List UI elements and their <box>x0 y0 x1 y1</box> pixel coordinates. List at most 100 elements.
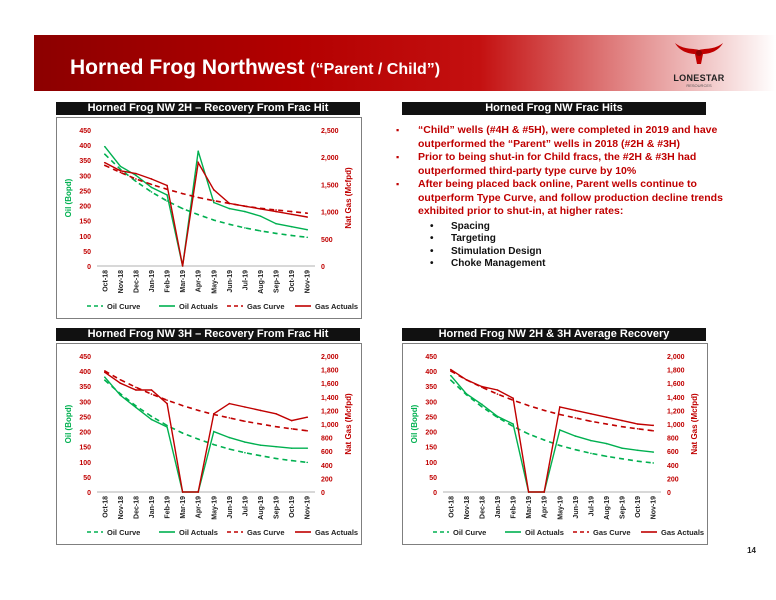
oil-actuals-point <box>103 376 106 378</box>
oil-curve-point <box>636 460 639 462</box>
oil-actuals-point <box>290 447 293 449</box>
x-tick-label: Jan-19 <box>149 270 156 292</box>
y2-tick-label: 1,000 <box>321 422 339 429</box>
x-tick-label: Jun-19 <box>227 496 234 519</box>
sub-bullet-item: • Stimulation Design <box>430 245 542 257</box>
oil-curve-point <box>166 200 168 202</box>
chart1-header: Horned Frog NW 2H – Recovery From Frac H… <box>56 102 360 115</box>
x-tick-label: Nov-18 <box>118 270 125 293</box>
gas-actuals-point <box>290 419 293 422</box>
sub-bullet-list: • Spacing • Targeting • Stimulation Design … <box>425 221 723 271</box>
gas-actuals-point <box>166 184 168 187</box>
square-bullet-icon: ▪ <box>396 179 400 189</box>
y2-tick-label: 2,000 <box>667 354 685 361</box>
gas-curve-point <box>558 413 561 416</box>
x-tick-label: Oct-19 <box>635 496 642 518</box>
gas-curve-point <box>135 178 137 180</box>
gas-curve-point <box>574 417 577 419</box>
oil-actuals-point <box>244 210 246 213</box>
gas-actuals-point <box>481 385 483 388</box>
oil-actuals-point <box>228 207 231 210</box>
x-tick-label: May-19 <box>211 270 218 294</box>
oil-actuals-point <box>166 426 168 428</box>
gas-curve-point <box>228 417 231 419</box>
y-tick-label: 450 <box>425 354 437 361</box>
x-tick-label: Nov-19 <box>305 270 312 293</box>
oil-actuals-point <box>103 145 106 148</box>
y-axis-label: Oil (Bopd) <box>64 178 73 217</box>
gas-curve-point <box>605 423 608 425</box>
gas-actuals-point <box>119 382 122 384</box>
square-bullet-icon: ▪ <box>396 152 400 162</box>
y2-tick-label: 1,200 <box>321 408 339 415</box>
oil-actuals-point <box>449 374 452 377</box>
legend-label: Oil Actuals <box>179 528 218 537</box>
oil-curve-point <box>290 459 293 462</box>
oil-curve-point <box>212 443 215 446</box>
gas-actuals-point <box>449 368 452 371</box>
legend-label: Oil Actuals <box>179 302 218 311</box>
dot-bullet-icon: • <box>430 233 434 244</box>
x-tick-label: Aug-19 <box>258 270 265 294</box>
oil-curve-point <box>527 433 530 435</box>
gas-curve-point <box>306 212 309 215</box>
chart3-header: Horned Frog NW 2H & 3H Average Recovery <box>402 328 706 341</box>
gas-actuals-point <box>306 216 309 218</box>
x-tick-label: May-19 <box>557 496 564 520</box>
y2-tick-label: 0 <box>321 264 325 271</box>
y2-tick-label: 1,500 <box>321 182 339 189</box>
oil-actuals-point <box>119 394 122 397</box>
logo-wordmark: LONESTAR <box>673 73 725 83</box>
oil-curve-point <box>275 457 277 460</box>
gas-actuals-point <box>259 409 262 412</box>
x-tick-label: May-19 <box>211 496 218 520</box>
sub-bullet-item: • Choke Management <box>430 258 546 269</box>
oil-curve-point <box>259 230 262 232</box>
y2-tick-label: 1,400 <box>321 395 339 402</box>
gas-curve-point <box>275 209 277 211</box>
oil-actuals-point <box>574 435 577 437</box>
legend-label: Oil Actuals <box>525 528 564 537</box>
y2-tick-label: 2,500 <box>321 128 339 135</box>
gas-actuals-point <box>574 409 577 412</box>
y-axis-label: Oil (Bopd) <box>410 404 419 443</box>
gas-actuals-point <box>197 491 200 493</box>
oil-actuals-point <box>621 447 623 449</box>
oil-curve-point <box>574 448 577 451</box>
oil-actuals-point <box>496 415 499 418</box>
oil-curve-point <box>621 457 623 460</box>
bullet-item: ▪ “Child” wells (#4H & #5H), were complet… <box>396 124 718 150</box>
page-title-main: Horned Frog Northwest <box>70 56 305 79</box>
gas-actuals-point <box>150 178 153 180</box>
chart2-header: Horned Frog NW 3H – Recovery From Frac H… <box>56 328 360 341</box>
y-tick-label: 50 <box>429 475 437 482</box>
y-tick-label: 0 <box>87 490 91 497</box>
oil-actuals-line <box>450 375 654 493</box>
oil-curve-point <box>652 462 655 464</box>
y-tick-label: 400 <box>79 143 91 150</box>
oil-curve-point <box>181 207 184 210</box>
legend-label: Gas Curve <box>247 302 285 311</box>
oil-actuals-point <box>212 201 215 204</box>
x-tick-label: Dec-18 <box>479 496 486 519</box>
gas-curve-point <box>290 210 293 213</box>
y-tick-label: 150 <box>425 445 437 452</box>
legend-label: Gas Curve <box>593 528 631 537</box>
y2-tick-label: 1,600 <box>321 381 339 388</box>
y-tick-label: 250 <box>425 414 437 421</box>
x-tick-label: Nov-18 <box>464 496 471 519</box>
gas-actuals-point <box>306 416 309 418</box>
oil-actuals-point <box>212 430 215 433</box>
square-bullet-icon: ▪ <box>396 125 400 135</box>
y2-axis-label: Nat Gas (Mcfpd) <box>344 167 353 229</box>
legend-label: Gas Curve <box>247 528 285 537</box>
y2-tick-label: 200 <box>667 476 679 483</box>
oil-curve-point <box>449 379 452 381</box>
oil-actuals-point <box>135 406 137 409</box>
gas-actuals-point <box>605 416 608 418</box>
oil-curve-point <box>259 454 262 457</box>
gas-actuals-point <box>259 208 262 210</box>
oil-curve-point <box>481 405 483 408</box>
oil-curve-point <box>166 424 168 427</box>
y-tick-label: 250 <box>79 414 91 421</box>
